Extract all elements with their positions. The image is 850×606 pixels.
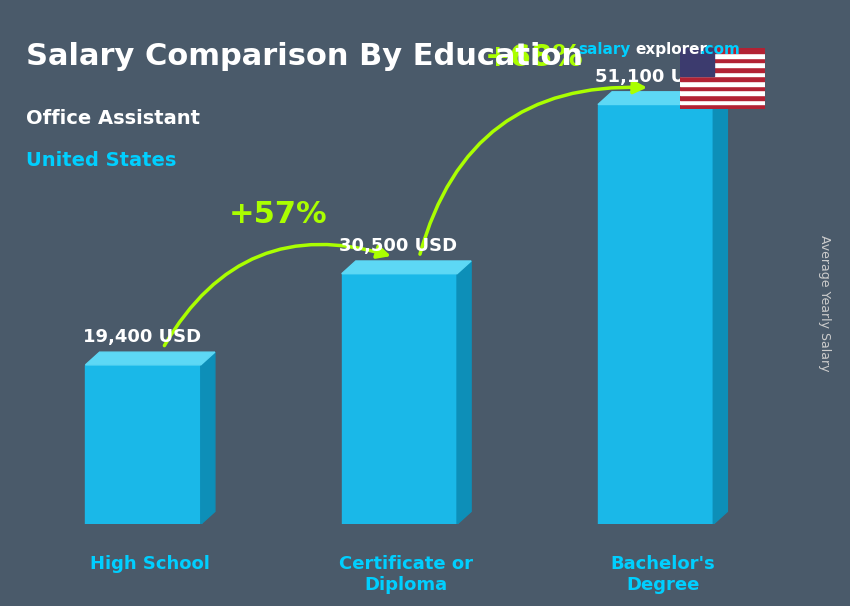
Polygon shape [598, 92, 728, 104]
Polygon shape [86, 352, 215, 365]
Text: Bachelor's
Degree: Bachelor's Degree [610, 554, 715, 593]
Text: Average Yearly Salary: Average Yearly Salary [818, 235, 831, 371]
Bar [680, 81, 765, 86]
Text: 19,400 USD: 19,400 USD [83, 328, 201, 346]
Text: 51,100 USD: 51,100 USD [595, 68, 713, 85]
Bar [680, 48, 765, 53]
Polygon shape [598, 104, 713, 524]
FancyArrowPatch shape [164, 244, 388, 345]
Text: +57%: +57% [229, 201, 327, 230]
Text: 30,500 USD: 30,500 USD [339, 237, 457, 255]
Text: Office Assistant: Office Assistant [26, 109, 200, 128]
Bar [680, 76, 765, 81]
Bar [680, 90, 765, 95]
Bar [680, 53, 765, 58]
Polygon shape [342, 274, 457, 524]
Bar [680, 95, 765, 100]
Text: explorer: explorer [636, 42, 708, 58]
Bar [680, 72, 765, 76]
Text: Salary Comparison By Education: Salary Comparison By Education [26, 42, 582, 72]
Polygon shape [457, 261, 471, 524]
Bar [680, 100, 765, 104]
Polygon shape [201, 352, 215, 524]
Text: +68%: +68% [485, 43, 584, 72]
Text: High School: High School [90, 554, 210, 573]
Bar [680, 62, 765, 67]
Text: .com: .com [700, 42, 740, 58]
Bar [680, 48, 714, 76]
Bar [680, 86, 765, 90]
Polygon shape [713, 92, 728, 524]
Text: United States: United States [26, 152, 176, 170]
Text: salary: salary [578, 42, 631, 58]
Bar [680, 67, 765, 72]
Polygon shape [86, 365, 201, 524]
Bar [680, 58, 765, 62]
Text: Certificate or
Diploma: Certificate or Diploma [339, 554, 473, 593]
Polygon shape [342, 261, 471, 274]
FancyArrowPatch shape [420, 82, 643, 254]
Bar [680, 104, 765, 109]
